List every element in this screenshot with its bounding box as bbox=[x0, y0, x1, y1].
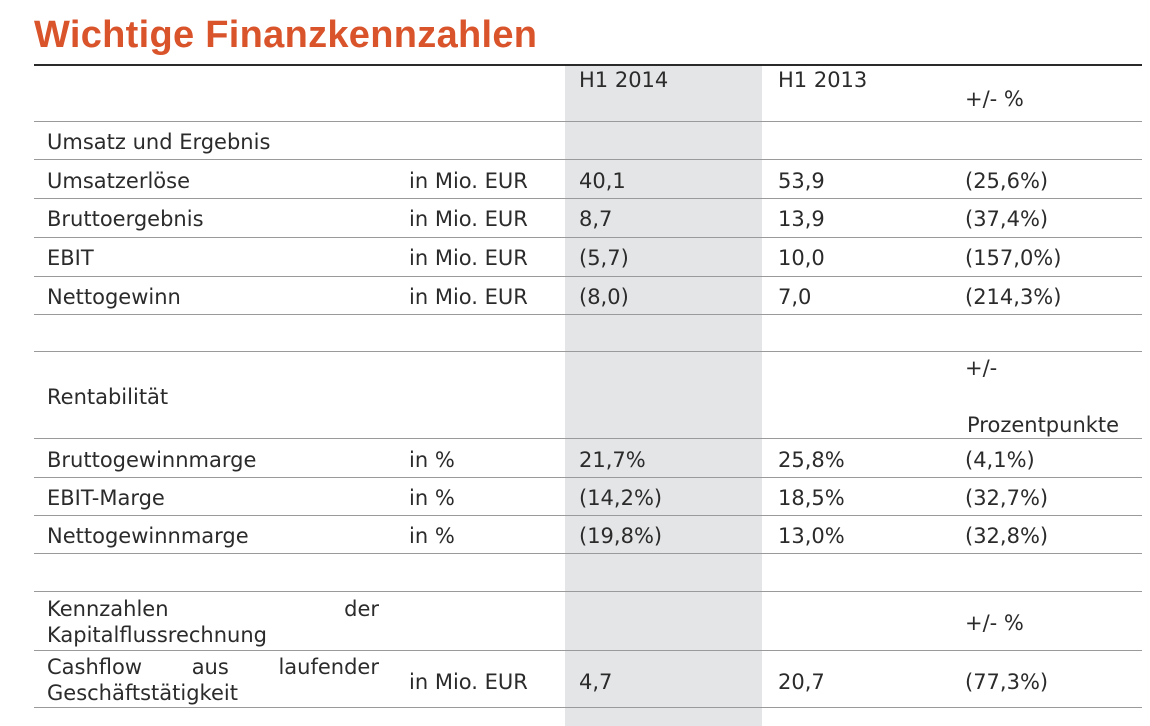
section-label-line1: Kennzahlen der bbox=[47, 597, 379, 621]
row-divider bbox=[34, 159, 1142, 160]
value-change: (32,8%) bbox=[965, 524, 1049, 548]
row-divider bbox=[34, 121, 1142, 122]
row-unit: in % bbox=[409, 524, 455, 548]
section-label: Rentabilität bbox=[47, 385, 169, 409]
row-divider bbox=[34, 198, 1142, 199]
value-change: (157,0%) bbox=[965, 246, 1062, 270]
value-2013: 10,0 bbox=[778, 246, 825, 270]
change-header-line1: +/- bbox=[965, 356, 998, 380]
column-header-h1-2013: H1 2013 bbox=[778, 68, 868, 92]
change-header-line2: Prozentpunkte bbox=[967, 413, 1120, 437]
row-divider bbox=[34, 591, 1142, 592]
value-2014: 4,7 bbox=[579, 670, 613, 694]
value-2014: 21,7% bbox=[579, 448, 646, 472]
value-change: (37,4%) bbox=[965, 207, 1049, 231]
row-unit: in Mio. EUR bbox=[409, 169, 528, 193]
row-unit: in Mio. EUR bbox=[409, 246, 528, 270]
value-2014: (8,0) bbox=[579, 285, 629, 309]
row-divider bbox=[34, 276, 1142, 277]
value-2013: 13,9 bbox=[778, 207, 825, 231]
row-divider bbox=[34, 477, 1142, 478]
column-header-change: +/- % bbox=[965, 87, 1024, 111]
value-2014: 40,1 bbox=[579, 169, 626, 193]
value-2013: 13,0% bbox=[778, 524, 845, 548]
section-label-line2: Kapitalflussrechnung bbox=[47, 623, 267, 647]
row-label: Umsatzerlöse bbox=[47, 169, 190, 193]
row-label: EBIT-Marge bbox=[47, 486, 165, 510]
value-2013: 7,0 bbox=[778, 285, 812, 309]
row-label-line1: Cashflow aus laufender bbox=[47, 655, 379, 679]
value-2013: 25,8% bbox=[778, 448, 845, 472]
column-header-h1-2014: H1 2014 bbox=[579, 68, 669, 92]
page-title: Wichtige Finanzkennzahlen bbox=[34, 14, 538, 56]
value-2013: 53,9 bbox=[778, 169, 825, 193]
value-change: (4,1%) bbox=[965, 448, 1035, 472]
row-label: Bruttoergebnis bbox=[47, 207, 204, 231]
section-label: Umsatz und Ergebnis bbox=[47, 130, 271, 154]
row-divider bbox=[34, 553, 1142, 554]
row-unit: in Mio. EUR bbox=[409, 285, 528, 309]
value-2013: 20,7 bbox=[778, 670, 825, 694]
row-unit: in % bbox=[409, 448, 455, 472]
change-header: +/- % bbox=[965, 611, 1024, 635]
value-2014: 8,7 bbox=[579, 207, 613, 231]
value-change: (25,6%) bbox=[965, 169, 1049, 193]
row-label: Nettogewinnmarge bbox=[47, 524, 249, 548]
row-unit: in % bbox=[409, 486, 455, 510]
row-unit: in Mio. EUR bbox=[409, 670, 528, 694]
row-divider bbox=[34, 650, 1142, 651]
row-label: Bruttogewinnmarge bbox=[47, 448, 257, 472]
table-top-rule bbox=[34, 64, 1142, 66]
value-change: (32,7%) bbox=[965, 486, 1049, 510]
row-divider bbox=[34, 438, 1142, 439]
value-2014: (19,8%) bbox=[579, 524, 663, 548]
value-2014: (14,2%) bbox=[579, 486, 663, 510]
row-divider bbox=[34, 314, 1142, 315]
row-divider bbox=[34, 237, 1142, 238]
row-divider bbox=[34, 515, 1142, 516]
row-unit: in Mio. EUR bbox=[409, 207, 528, 231]
value-change: (77,3%) bbox=[965, 670, 1049, 694]
row-divider bbox=[34, 351, 1142, 352]
value-change: (214,3%) bbox=[965, 285, 1062, 309]
h1-2014-column-highlight bbox=[565, 66, 762, 726]
row-label-line2: Geschäftstätigkeit bbox=[47, 681, 238, 705]
value-2013: 18,5% bbox=[778, 486, 845, 510]
row-divider bbox=[34, 707, 1142, 708]
row-label: EBIT bbox=[47, 246, 94, 270]
row-label: Nettogewinn bbox=[47, 285, 181, 309]
value-2014: (5,7) bbox=[579, 246, 629, 270]
